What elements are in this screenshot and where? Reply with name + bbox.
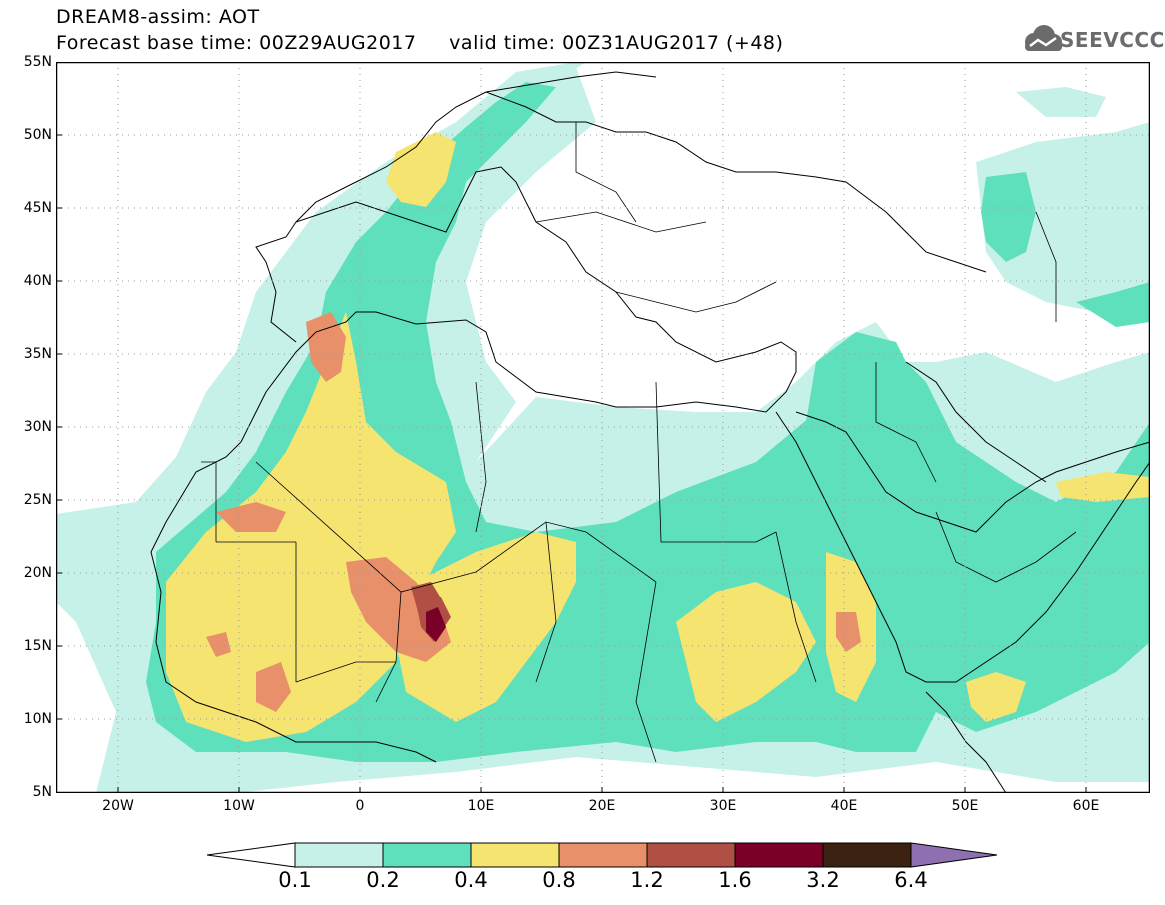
- colorbar-seg-1.6: [734, 842, 824, 868]
- aot-0.4-0.8-contour: [166, 132, 1150, 742]
- lat-label-25n: 25N: [23, 492, 52, 508]
- lat-label-40n: 40N: [23, 273, 52, 289]
- lat-label-20n: 20N: [23, 565, 52, 581]
- colorbar-label-6.4: 6.4: [894, 868, 928, 892]
- aot-0.8-1.2-contour: [206, 312, 861, 712]
- lon-label-10w: 10W: [223, 798, 255, 814]
- forecast-time-line: Forecast base time: 00Z29AUG2017 valid t…: [56, 32, 784, 54]
- lon-label-30e: 30E: [709, 798, 737, 814]
- colorbar-over-triangle: [910, 842, 998, 868]
- lat-label-30n: 30N: [23, 419, 52, 435]
- lon-label-50e: 50E: [951, 798, 979, 814]
- lat-label-35n: 35N: [23, 346, 52, 362]
- lat-label-45n: 45N: [23, 200, 52, 216]
- colorbar-seg-0.4: [470, 842, 560, 868]
- lat-label-5n: 5N: [32, 784, 52, 800]
- lat-label-15n: 15N: [23, 638, 52, 654]
- colorbar-label-0.2: 0.2: [366, 868, 400, 892]
- lon-label-10e: 10E: [467, 798, 495, 814]
- lon-label-40e: 40E: [830, 798, 858, 814]
- colorbar-seg-0.1: [294, 842, 384, 868]
- axis-ticks: [56, 134, 1087, 793]
- colorbar: [206, 842, 998, 868]
- colorbar-label-0.8: 0.8: [542, 868, 576, 892]
- logo-text: SEEVCCC: [1060, 28, 1165, 52]
- colorbar-seg-1.2: [646, 842, 736, 868]
- lon-label-0: 0: [355, 798, 365, 814]
- lon-label-20e: 20E: [588, 798, 616, 814]
- colorbar-label-1.6: 1.6: [718, 868, 752, 892]
- graticule: [56, 62, 1150, 793]
- coastlines: [150, 71, 1150, 793]
- lat-label-10n: 10N: [23, 711, 52, 727]
- colorbar-label-0.4: 0.4: [454, 868, 488, 892]
- aot-map: [56, 62, 1150, 793]
- lon-label-20w: 20W: [102, 798, 134, 814]
- lat-label-50n: 50N: [23, 127, 52, 143]
- colorbar-seg-0.8: [558, 842, 648, 868]
- lat-label-55n: 55N: [23, 54, 52, 70]
- map-title: DREAM8-assim: AOT: [56, 6, 260, 28]
- colorbar-seg-0.2: [382, 842, 472, 868]
- colorbar-label-1.2: 1.2: [630, 868, 664, 892]
- colorbar-under-triangle: [206, 842, 296, 868]
- colorbar-label-0.1: 0.1: [278, 868, 312, 892]
- country-borders: [201, 122, 1077, 763]
- seevccc-logo: [1025, 25, 1062, 51]
- colorbar-label-3.2: 3.2: [806, 868, 840, 892]
- colorbar-seg-3.2: [822, 842, 912, 868]
- lon-label-60e: 60E: [1072, 798, 1100, 814]
- aot-1.6-3.2-contour: [426, 607, 446, 642]
